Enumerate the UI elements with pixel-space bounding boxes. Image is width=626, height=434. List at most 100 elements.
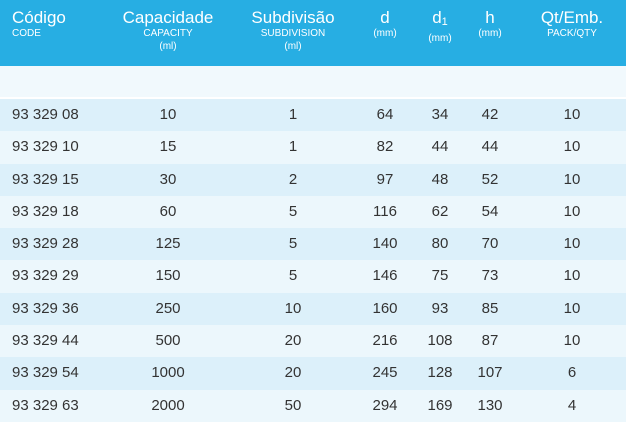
cell-capacity: 30 — [159, 170, 177, 188]
cell-capacity: 500 — [155, 332, 181, 350]
cell-subdivision: 1 — [288, 106, 298, 123]
cell-d1: 169 — [427, 396, 453, 414]
table-row: 93 329 36 250 10 160 93 85 10 — [0, 292, 626, 326]
cell-code: 93 329 54 — [12, 364, 79, 382]
header-d1-unit: (mm) — [428, 33, 452, 44]
cell-capacity: 250 — [155, 299, 181, 317]
cell-subdivision: 2 — [288, 170, 298, 188]
header-subdivision-unit: (ml) — [284, 41, 302, 52]
cell-d1: 62 — [431, 202, 449, 220]
header-d-unit: (mm) — [373, 28, 397, 39]
cell-qty: 10 — [563, 332, 581, 350]
header-d: d (mm) — [355, 0, 415, 66]
cell-d: 64 — [376, 106, 394, 123]
header-subdivision: Subdivisão SUBDIVISION (ml) — [238, 0, 348, 66]
cell-subdivision: 20 — [284, 364, 302, 382]
cell-code: 93 329 63 — [12, 396, 79, 414]
cell-qty: 4 — [567, 396, 577, 414]
cell-subdivision: 50 — [284, 396, 302, 414]
header-d-label: d — [380, 8, 390, 27]
header-d1-main: d — [432, 8, 442, 27]
table-row: 93 329 63 2000 50 294 169 130 4 — [0, 389, 626, 422]
header-d1-label: d1 — [410, 8, 470, 32]
cell-h: 85 — [481, 299, 499, 317]
cell-d1: 128 — [427, 364, 453, 382]
cell-h: 42 — [481, 106, 499, 123]
cell-h: 54 — [481, 202, 499, 220]
cell-d: 160 — [372, 299, 398, 317]
header-capacity-label: Capacidade — [122, 8, 214, 27]
table-row: 93 329 54 1000 20 245 128 107 6 — [0, 357, 626, 390]
cell-d: 82 — [376, 138, 394, 156]
cell-d1: 75 — [431, 267, 449, 285]
cell-d: 245 — [372, 364, 398, 382]
cell-qty: 10 — [563, 235, 581, 253]
header-qty: Qt/Emb. PACK/QTY — [522, 0, 622, 66]
cell-code: 93 329 08 — [12, 106, 79, 123]
cell-code: 93 329 36 — [12, 299, 79, 317]
table-row: 93 329 15 30 2 97 48 52 10 — [0, 163, 626, 196]
table-row: 93 329 08 10 1 64 34 42 10 — [0, 99, 626, 132]
cell-d: 97 — [376, 170, 394, 188]
cell-code: 93 329 15 — [12, 170, 79, 188]
table-row: 93 329 18 60 5 116 62 54 10 — [0, 195, 626, 229]
header-code-label: Código — [12, 8, 66, 27]
cell-qty: 10 — [563, 267, 581, 285]
header-h-unit: (mm) — [478, 28, 502, 39]
cell-h: 44 — [481, 138, 499, 156]
cell-qty: 6 — [567, 364, 577, 382]
header-capacity-sublabel: CAPACITY — [143, 28, 193, 39]
cell-subdivision: 10 — [284, 299, 302, 317]
cell-d1: 44 — [431, 138, 449, 156]
table-row: 93 329 29 150 5 146 75 73 10 — [0, 260, 626, 293]
cell-h: 52 — [481, 170, 499, 188]
header-qty-sublabel: PACK/QTY — [547, 28, 597, 39]
header-subdivision-sublabel: SUBDIVISION — [260, 28, 326, 39]
cell-qty: 10 — [563, 170, 581, 188]
header-spacer — [0, 66, 626, 97]
cell-d: 294 — [372, 396, 398, 414]
cell-code: 93 329 18 — [12, 202, 79, 220]
cell-d: 216 — [372, 332, 398, 350]
cell-capacity: 60 — [159, 202, 177, 220]
cell-capacity: 125 — [155, 235, 181, 253]
cell-qty: 10 — [563, 106, 581, 123]
header-capacity-unit: (ml) — [159, 41, 177, 52]
table-header: Código CODE Capacidade CAPACITY (ml) Sub… — [0, 0, 626, 66]
cell-d1: 80 — [431, 235, 449, 253]
cell-h: 70 — [481, 235, 499, 253]
cell-d: 140 — [372, 235, 398, 253]
cell-capacity: 15 — [159, 138, 177, 156]
cell-d: 116 — [373, 202, 397, 220]
table-row: 93 329 44 500 20 216 108 87 10 — [0, 325, 626, 358]
cell-qty: 10 — [563, 202, 581, 220]
table-body: 93 329 08 10 1 64 34 42 10 93 329 10 15 … — [0, 99, 626, 422]
cell-subdivision: 5 — [288, 267, 298, 285]
cell-code: 93 329 29 — [12, 267, 79, 285]
cell-d1: 108 — [427, 332, 453, 350]
header-subdivision-label: Subdivisão — [251, 8, 335, 27]
header-h-label: h — [485, 8, 495, 27]
cell-h: 107 — [477, 364, 503, 382]
cell-code: 93 329 10 — [12, 138, 79, 156]
cell-subdivision: 20 — [284, 332, 302, 350]
cell-capacity: 1000 — [151, 364, 185, 382]
header-d1: d1 (mm) — [410, 0, 470, 66]
cell-subdivision: 5 — [288, 202, 298, 220]
cell-h: 73 — [481, 267, 499, 285]
cell-h: 87 — [481, 332, 499, 350]
header-capacity: Capacidade CAPACITY (ml) — [113, 0, 223, 66]
cell-d: 146 — [372, 267, 398, 285]
cell-d1: 48 — [431, 170, 449, 188]
cell-qty: 10 — [563, 138, 581, 156]
header-qty-label: Qt/Emb. — [540, 8, 604, 27]
header-h: h (mm) — [460, 0, 520, 66]
table-row: 93 329 10 15 1 82 44 44 10 — [0, 131, 626, 164]
header-code-sublabel: CODE — [12, 28, 41, 39]
cell-capacity: 10 — [159, 106, 177, 123]
cell-subdivision: 5 — [288, 235, 298, 253]
cell-d1: 34 — [431, 106, 449, 123]
cell-d1: 93 — [431, 299, 449, 317]
table-row: 93 329 28 125 5 140 80 70 10 — [0, 228, 626, 261]
